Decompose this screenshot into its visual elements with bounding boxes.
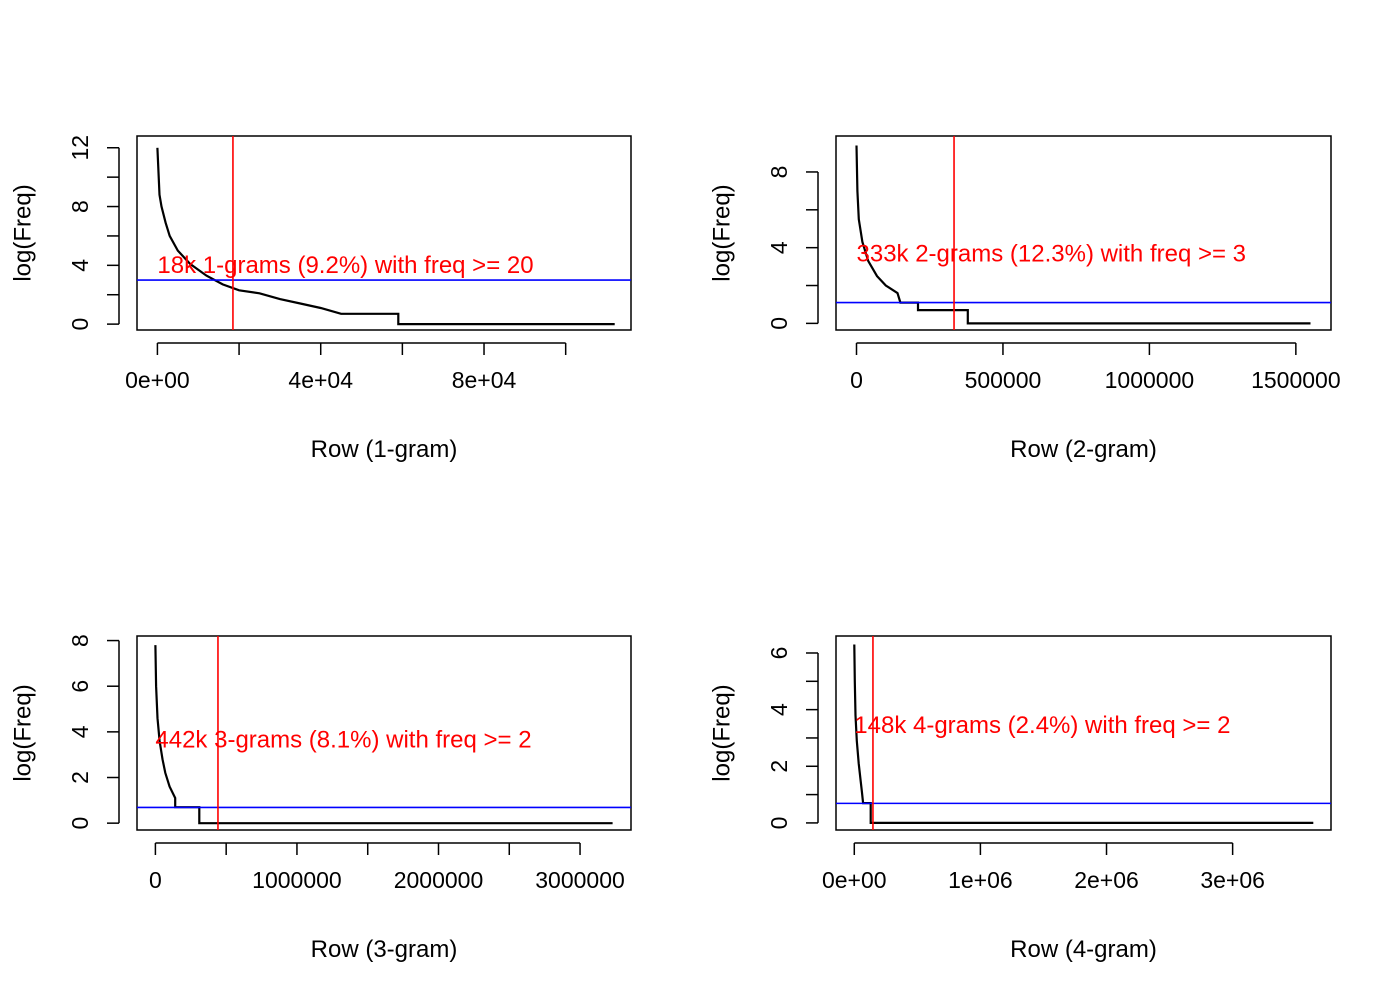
x-tick-label: 1500000 [1251,367,1341,393]
x-tick-label: 0 [149,867,162,893]
x-tick-label: 1000000 [252,867,342,893]
y-axis-title: log(Freq) [9,184,36,281]
x-tick-label: 2000000 [394,867,484,893]
x-axis-title: Row (2-gram) [1010,436,1157,463]
x-axis-title: Row (3-gram) [311,936,458,963]
y-tick-label: 4 [766,703,792,716]
y-tick-label: 0 [67,817,93,830]
x-axis-title: Row (1-gram) [311,436,458,463]
plot-frame [136,135,632,331]
data-series-line [154,645,613,825]
y-tick-label: 4 [67,725,93,738]
chart-panel-1: 0e+00 4e+04 8e+04 0 4 8 12 Row (1-gram) log(Freq… [9,135,632,463]
plot-frame [835,135,1332,331]
y-tick-label: 0 [766,317,792,330]
y-tick-label: 12 [67,135,93,161]
x-tick-label: 0 [850,367,863,393]
annotation-label: 442k 3-grams (8.1%) with freq >= 2 [155,726,531,753]
y-axis-title: log(Freq) [708,684,735,781]
annotation-label: 148k 4-grams (2.4%) with freq >= 2 [854,712,1230,739]
annotation-label: 333k 2-grams (12.3%) with freq >= 3 [857,241,1247,268]
y-tick-label: 4 [67,259,93,272]
y-tick-label: 0 [766,817,792,830]
x-tick-label: 2e+06 [1074,867,1139,893]
y-tick-label: 6 [766,647,792,660]
x-tick-label: 3e+06 [1200,867,1265,893]
x-tick-label: 1e+06 [948,867,1013,893]
y-tick-label: 8 [67,634,93,647]
chart-panel-4: 0e+00 1e+06 2e+06 3e+06 0 2 4 6 Row (4-gram) log(… [708,635,1332,963]
x-axis-title: Row (4-gram) [1010,936,1157,963]
y-tick-label: 2 [766,760,792,773]
y-axis-title: log(Freq) [708,184,735,281]
data-series-line [156,147,615,326]
y-axis-title: log(Freq) [9,684,36,781]
y-tick-label: 2 [67,771,93,784]
plot-frame [835,635,1332,831]
x-tick-label: 1000000 [1105,367,1195,393]
x-tick-label: 3000000 [535,867,625,893]
x-tick-label: 4e+04 [288,367,353,393]
y-tick-label: 4 [766,241,792,254]
y-tick-label: 8 [766,166,792,179]
y-tick-label: 0 [67,318,93,331]
x-tick-label: 0e+00 [822,867,887,893]
chart-panel-3: 0 1000000 2000000 3000000 0 2 4 6 8 Row (3-gram) l… [9,634,632,963]
plot-frame [136,635,632,831]
annotation-label: 18k 1-grams (9.2%) with freq >= 20 [157,252,533,279]
chart-panel-2: 0 500000 1000000 1500000 0 4 8 Row (2-gram) log(… [708,135,1341,463]
data-series-line [853,644,1314,825]
data-series-line [855,145,1311,325]
x-tick-label: 500000 [965,367,1042,393]
x-tick-label: 8e+04 [452,367,517,393]
x-tick-label: 0e+00 [125,367,190,393]
y-tick-label: 6 [67,680,93,693]
y-tick-label: 8 [67,200,93,213]
